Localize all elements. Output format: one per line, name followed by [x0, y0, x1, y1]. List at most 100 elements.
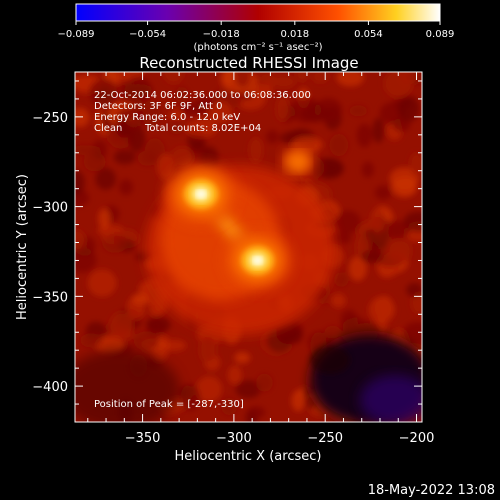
noise-blob — [185, 118, 218, 138]
y-axis: −250 −300 −350 −400 — [32, 80, 422, 405]
source-1 — [165, 162, 237, 226]
noise-blob — [324, 325, 341, 339]
noise-blob — [170, 146, 194, 168]
noise-blob — [271, 75, 296, 88]
noise-blob — [175, 86, 189, 104]
noise-blob — [75, 170, 85, 195]
annotation-detectors: Detectors: 3F 6F 9F, Att 0 — [94, 101, 222, 112]
annotation-peak-position: Position of Peak = [-287,-330] — [94, 399, 244, 410]
colorbar-units-label: (photons cm⁻² s⁻¹ asec⁻²) — [193, 42, 322, 53]
noise-blob — [75, 145, 102, 156]
noise-blob — [361, 161, 375, 178]
noise-blob — [360, 249, 384, 264]
noise-blob — [102, 233, 128, 253]
noise-blob — [180, 383, 201, 411]
noise-blob — [169, 108, 184, 122]
annotation-time-range: 22-Oct-2014 06:02:36.000 to 06:08:36.000 — [94, 90, 311, 101]
noise-blob — [406, 282, 422, 298]
y-tick-label: −300 — [32, 201, 68, 216]
annotation-block: 22-Oct-2014 06:02:36.000 to 06:08:36.000… — [94, 90, 311, 410]
colorbar-gradient — [75, 3, 441, 22]
colorbar-tick-label: 0.054 — [354, 29, 383, 40]
noise-blob — [265, 130, 280, 144]
noise-blob — [168, 118, 184, 135]
noise-blob — [234, 72, 251, 88]
noise-blob — [180, 102, 206, 116]
noise-blob — [196, 376, 222, 402]
noise-blob — [344, 318, 358, 341]
noise-blob — [75, 107, 90, 128]
noise-blob — [199, 336, 217, 364]
source-contour — [286, 152, 309, 172]
noise-blob — [374, 185, 392, 200]
y-tick-label: −400 — [32, 380, 68, 395]
noise-blob — [75, 229, 86, 251]
noise-blob — [95, 167, 116, 190]
heatmap-image — [75, 72, 422, 422]
noise-blob — [398, 95, 420, 122]
noise-blob — [132, 293, 150, 306]
noise-blob — [142, 99, 161, 128]
plot-frame — [74, 71, 423, 423]
noise-blob — [80, 333, 103, 348]
y-tick-label: −250 — [32, 111, 68, 126]
noise-blob — [349, 105, 368, 117]
x-axis: −350 −300 −250 −200 — [87, 72, 434, 446]
noise-blob — [381, 220, 411, 239]
noise-blob — [157, 153, 175, 181]
noise-blob — [368, 296, 395, 324]
noise-blob — [403, 211, 422, 232]
noise-blob — [330, 293, 346, 308]
noise-blob — [372, 117, 385, 144]
y-axis-label: Heliocentric Y (arcsec) — [15, 174, 30, 320]
noise-blob — [235, 380, 261, 399]
noise-blob — [113, 149, 136, 165]
colorbar-tick-label: −0.018 — [203, 29, 240, 40]
noise-blob — [98, 208, 111, 229]
noise-blob — [311, 72, 329, 83]
noise-blob — [329, 133, 349, 157]
x-tick-label: −250 — [307, 431, 343, 446]
noise-blob — [114, 329, 133, 341]
colorbar-tick-label: −0.089 — [57, 29, 94, 40]
noise-blob — [89, 78, 119, 107]
noise-blob — [333, 272, 349, 287]
noise-blob — [123, 84, 154, 97]
noise-blob — [247, 406, 266, 419]
footer-timestamp: 18-May-2022 13:08 — [368, 483, 495, 498]
annotation-method: Clean — [94, 123, 122, 134]
noise-blob — [221, 397, 238, 416]
noise-blob — [409, 152, 422, 177]
noise-blob — [248, 137, 263, 164]
colorbar-tick-label: −0.054 — [129, 29, 166, 40]
noise-blob — [128, 125, 146, 153]
noise-blob — [391, 177, 418, 198]
x-axis-label: Heliocentric X (arcsec) — [175, 449, 322, 464]
noise-blob — [291, 390, 306, 412]
noise-blob — [276, 323, 302, 345]
noise-blob — [208, 101, 233, 124]
noise-blob — [138, 281, 153, 297]
noise-blob — [145, 316, 171, 334]
noise-blob — [133, 331, 159, 351]
noise-blob — [334, 210, 361, 234]
source-contour — [253, 256, 262, 264]
noise-blob — [314, 97, 343, 122]
noise-blob — [118, 179, 134, 196]
noise-blob — [222, 72, 235, 86]
colorbar-tick-label: 0.089 — [426, 29, 455, 40]
noise-blob — [387, 239, 412, 264]
noise-blob — [289, 97, 322, 123]
noise-blob — [251, 84, 274, 97]
noise-blob — [402, 321, 422, 345]
noise-blob — [356, 123, 373, 148]
noise-blob — [87, 269, 117, 297]
colorbar-tick-label: 0.018 — [280, 29, 309, 40]
noise-blob — [227, 365, 242, 385]
colorbar: −0.089 −0.054 −0.018 0.018 0.054 0.089 (photo… — [57, 3, 455, 53]
noise-blob — [365, 218, 386, 229]
chart-title: Reconstructed RHESSI Image — [139, 54, 358, 72]
y-tick-label: −350 — [32, 290, 68, 305]
noise-blob — [234, 352, 251, 364]
